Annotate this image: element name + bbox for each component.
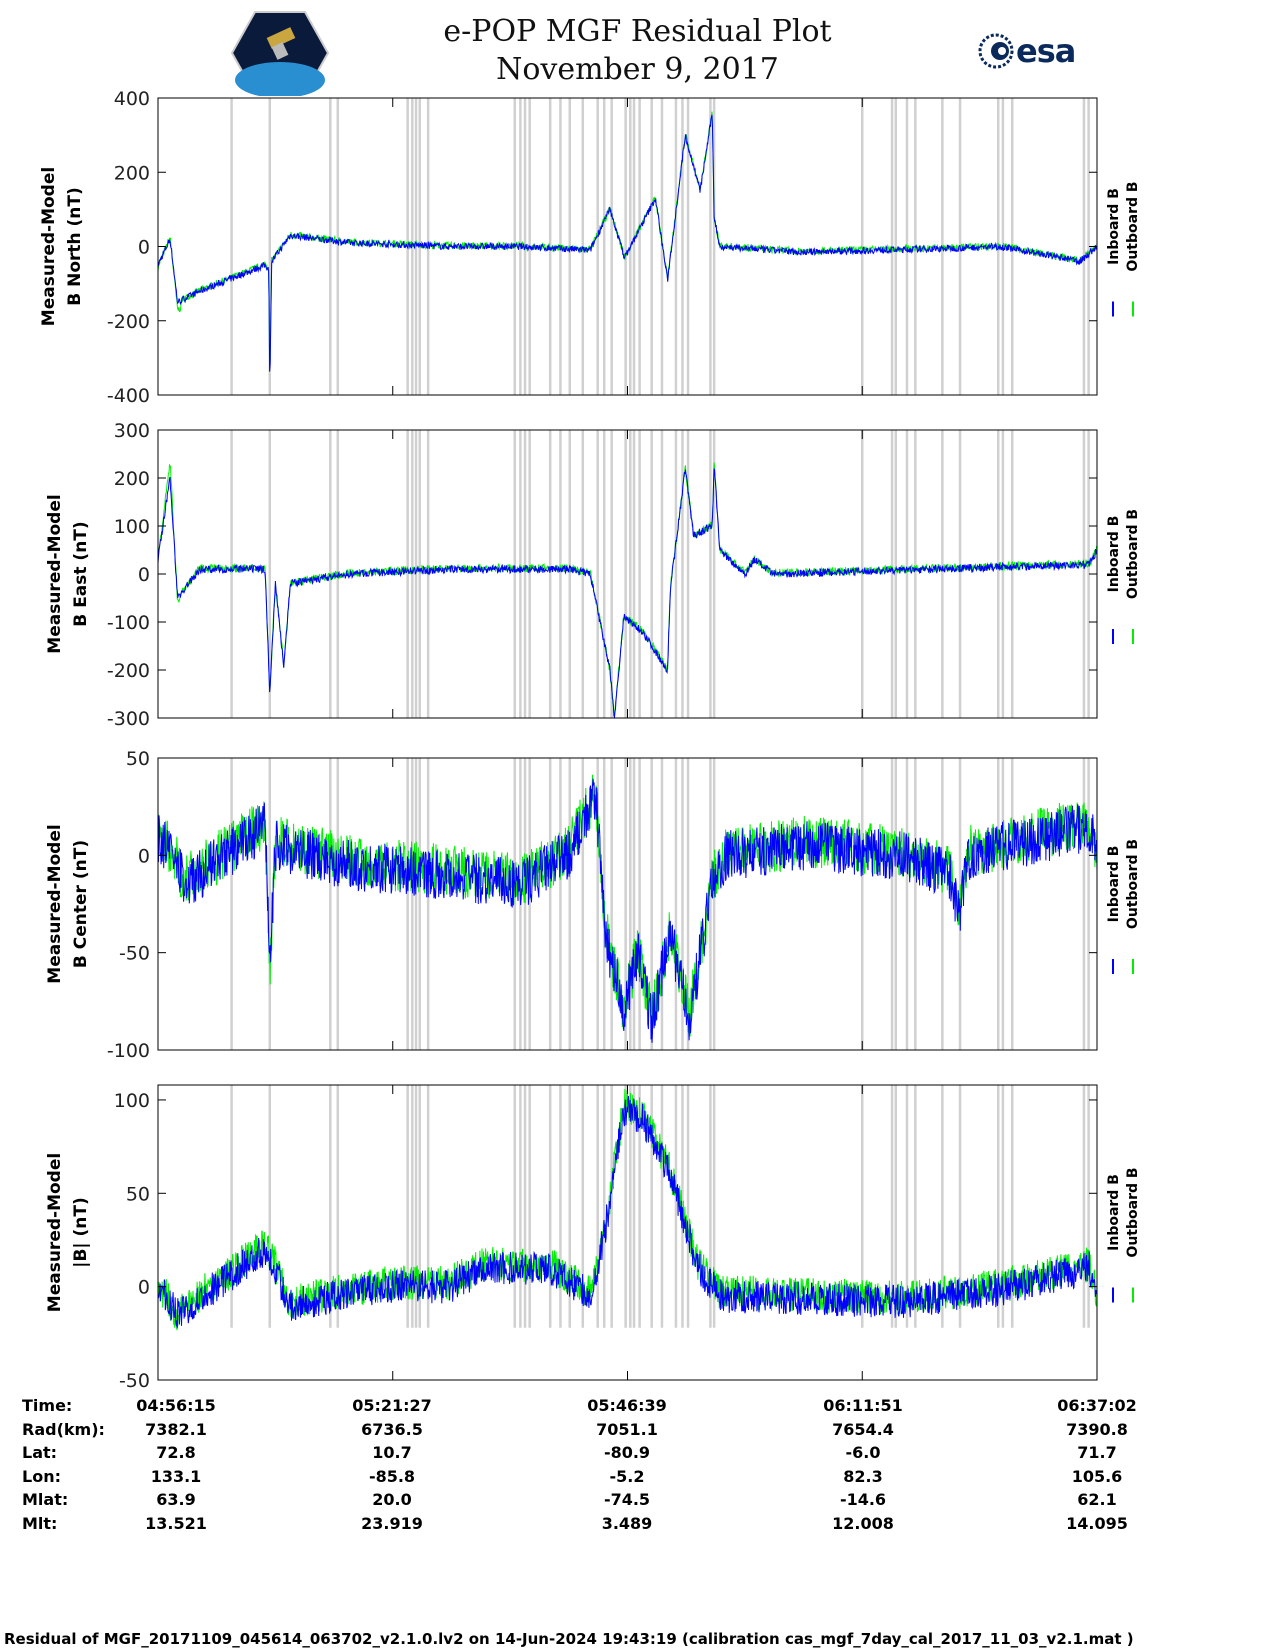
y-tick-label: -50	[119, 1370, 150, 1392]
table-cell: -14.6	[839, 1490, 887, 1509]
plot-frame	[157, 1084, 1098, 1381]
y-tick-label: -200	[107, 660, 150, 682]
footer-caption: Residual of MGF_20171109_045614_063702_v…	[4, 1630, 1134, 1648]
table-cell: 3.489	[601, 1513, 653, 1533]
y-tick-label: 200	[114, 468, 150, 490]
y-tick-label: 100	[114, 1090, 150, 1112]
table-cell: 62.1	[1077, 1490, 1117, 1509]
y-tick-label: -200	[107, 311, 150, 333]
table-cell: -80.9	[603, 1443, 651, 1462]
y-axis-label: B Center (nT)	[71, 840, 91, 968]
table-cell: 12.008	[832, 1513, 894, 1533]
y-axis-label: Measured-Model	[45, 1153, 65, 1312]
y-tick-label: 0	[138, 237, 150, 259]
y-tick-label: 50	[126, 1183, 150, 1205]
row-label: Lon:	[22, 1466, 61, 1486]
y-tick-label: 300	[114, 420, 150, 442]
row-label: Mlat:	[22, 1490, 69, 1509]
table-cell: 7390.8	[1066, 1419, 1128, 1439]
table-cell: 20.0	[372, 1490, 412, 1509]
legend-outboard-label: Outboard B	[1125, 1167, 1141, 1257]
panel-1: 400 200 0 -200 -400 Measured-Model B North (nT…	[39, 88, 1141, 407]
plot-title: e-POP MGF Residual Plot	[443, 14, 832, 49]
row-label: Rad(km):	[22, 1419, 105, 1439]
y-tick-label: -300	[107, 708, 150, 730]
y-tick-label: 200	[114, 162, 150, 184]
table-cell: 23.919	[361, 1513, 423, 1533]
table-cell: 71.7	[1077, 1443, 1117, 1462]
table-cell: -74.5	[603, 1490, 651, 1509]
esa-logo-text: esa	[1016, 32, 1076, 70]
esa-emblem-icon	[978, 33, 1014, 69]
row-label: Lat:	[22, 1443, 58, 1462]
legend-outboard-label: Outboard B	[1125, 181, 1141, 271]
table-cell: 105.6	[1071, 1466, 1123, 1486]
table-cell: 04:56:15	[136, 1396, 216, 1415]
table-cell: 10.7	[372, 1443, 412, 1462]
panel-3: 50 0 -50 -100 Measured-Model B Center (nT) Inb…	[45, 748, 1141, 1062]
inboard-series-line	[157, 468, 1098, 720]
legend-inboard-label: Inboard B	[1106, 188, 1122, 265]
panel-2: 300 200 100 0 -100 -200 -300 Measured-Model B Ea…	[45, 420, 1141, 730]
y-tick-label: 0	[138, 845, 150, 867]
legend-inboard-label: Inboard B	[1106, 846, 1122, 923]
table-cell: 7382.1	[145, 1419, 207, 1439]
inboard-series-line	[157, 1096, 1098, 1329]
plot-date: November 9, 2017	[496, 52, 779, 87]
legend-inboard-label: Inboard B	[1106, 1174, 1122, 1251]
plot-frame	[157, 429, 1098, 719]
y-tick-label: -100	[107, 1040, 150, 1062]
outboard-series-line	[157, 1088, 1098, 1331]
cassiope-logo	[230, 11, 330, 96]
table-cell: 6736.5	[361, 1419, 423, 1439]
table-cell: 72.8	[156, 1443, 196, 1462]
table-cell: 14.095	[1066, 1513, 1128, 1533]
table-cell: 133.1	[150, 1466, 202, 1486]
y-tick-label: -100	[107, 612, 150, 634]
y-tick-label: 50	[126, 748, 150, 770]
row-label: Time:	[22, 1396, 73, 1415]
y-tick-label: 400	[114, 88, 150, 110]
legend-outboard-label: Outboard B	[1125, 839, 1141, 929]
legend-inboard-label: Inboard B	[1106, 516, 1122, 593]
y-tick-label: 0	[138, 564, 150, 586]
y-axis-label: B East (nT)	[71, 521, 91, 626]
y-axis-label: Measured-Model	[45, 494, 65, 653]
table-cell: 7051.1	[596, 1419, 658, 1439]
y-axis-label: Measured-Model	[45, 824, 65, 983]
table-cell: 13.521	[145, 1513, 207, 1533]
table-cell: 05:46:39	[587, 1396, 667, 1415]
table-cell: 63.9	[156, 1490, 196, 1509]
table-cell: 7654.4	[832, 1419, 894, 1439]
esa-logo: esa	[978, 32, 1076, 70]
table-cell: -5.2	[609, 1466, 645, 1486]
inboard-series-line	[157, 778, 1098, 1043]
y-tick-label: 100	[114, 516, 150, 538]
panel-4: 100 50 0 -50 Measured-Model |B| (nT) Inboard B…	[45, 1084, 1141, 1392]
y-axis-label: Measured-Model	[39, 167, 59, 326]
y-axis-label: |B| (nT)	[71, 1197, 91, 1268]
table-cell: 05:21:27	[352, 1396, 432, 1415]
y-tick-label: 0	[138, 1277, 150, 1299]
table-cell: -6.0	[845, 1443, 881, 1462]
inboard-series-line	[157, 114, 1098, 372]
outboard-series-line	[157, 462, 1098, 715]
y-tick-label: -50	[119, 943, 150, 965]
table-cell: 06:11:51	[823, 1396, 903, 1415]
table-cell: 06:37:02	[1057, 1396, 1137, 1415]
table-cell: 82.3	[843, 1466, 883, 1486]
y-tick-label: -400	[107, 385, 150, 407]
row-label: Mlt:	[22, 1513, 58, 1533]
y-axis-label: B North (nT)	[65, 187, 85, 306]
legend-outboard-label: Outboard B	[1125, 509, 1141, 599]
table-cell: -85.8	[368, 1466, 416, 1486]
